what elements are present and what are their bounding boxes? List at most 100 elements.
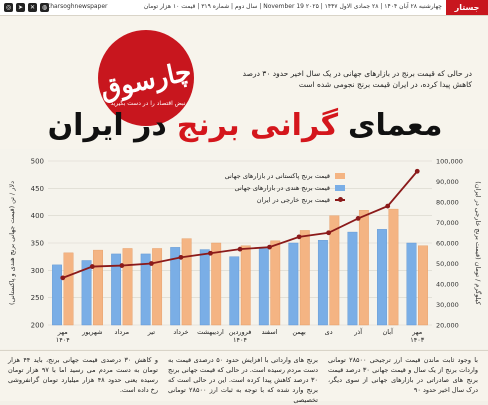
- x-tick-label: خرداد: [173, 328, 188, 336]
- legend-item-indian: قیمت برنج هندی در بازارهای جهانی: [215, 182, 345, 194]
- bar-pakistani: [152, 248, 163, 326]
- iran-price-point: [89, 264, 95, 269]
- article-column-2: برنج های وارداتی با افزایش حدود ۵۰ درصدی…: [168, 356, 318, 404]
- bar-indian: [258, 248, 269, 326]
- y-right-tick-label: 40,000: [436, 281, 459, 289]
- rice-price-chart: 200 250 300 350 400 450 500 20,000 30,000 40,000 5…: [0, 149, 488, 349]
- x-tick-label: اسفند: [262, 328, 278, 336]
- y-right-tick-label: 100,000: [436, 158, 463, 166]
- issue-dateline: چهارشنبه ۲۸ آبان ۱۴۰۴ | ۲۸ جمادی الاول ۱…: [143, 3, 442, 10]
- social-icons: ◎ ➤ ✕ ◍: [4, 3, 49, 12]
- bar-indian: [229, 256, 240, 326]
- article-body: با وجود ثابت ماندن قیمت ارز ترجیحی ۲۸۵۰۰…: [0, 350, 488, 404]
- x-tick-label: مهر: [411, 328, 422, 336]
- y-left-tick-label: 250: [31, 294, 44, 302]
- section-tag: جستار: [446, 0, 488, 15]
- logo-slogan: نبض اقتصاد را در دست بگیرید: [110, 100, 186, 107]
- y-right-tick-label: 70,000: [436, 219, 459, 227]
- iran-price-point: [326, 230, 332, 236]
- bar-pakistani: [93, 249, 103, 326]
- bar-pakistani: [181, 238, 192, 326]
- legend-swatch-pakistani: [335, 173, 345, 179]
- x-tick-label: دی: [325, 328, 333, 336]
- iran-price-point: [296, 234, 302, 240]
- legend-item-iran: قیمت برنج خارجی در ایران: [215, 194, 345, 206]
- bar-pakistani: [63, 252, 74, 326]
- newspaper-logo[interactable]: چارسوق نبض اقتصاد را در دست بگیرید: [98, 30, 194, 126]
- bar-indian: [52, 264, 62, 326]
- iran-price-point: [148, 261, 154, 266]
- page-header: چارسوق نبض اقتصاد را در دست بگیرید در حا…: [0, 16, 488, 166]
- bar-indian: [170, 247, 181, 326]
- x-tick-label-year: ۱۴۰۴: [233, 336, 247, 344]
- x-tick-label: فروردین: [229, 328, 252, 336]
- legend-item-pakistani: قیمت برنج پاکستانی در بازارهای جهانی: [215, 170, 345, 182]
- x-tick-label: آبان: [383, 327, 395, 336]
- legend-swatch-iran: [335, 197, 345, 202]
- bar-pakistani: [299, 230, 310, 326]
- bar-pakistani: [270, 240, 281, 326]
- y-right-tick-label: 80,000: [436, 199, 459, 207]
- chart-legend: قیمت برنج پاکستانی در بازارهای جهانی قیم…: [215, 170, 345, 206]
- y-left-tick-label: 400: [31, 212, 44, 220]
- x-tick-label-year: ۱۴۰۴: [56, 336, 70, 344]
- y-left-tick-label: 300: [31, 267, 44, 275]
- iran-price-point: [267, 244, 272, 250]
- instagram-icon[interactable]: ◎: [4, 3, 13, 12]
- telegram-icon[interactable]: ➤: [16, 3, 25, 12]
- bar-pakistani: [388, 208, 399, 326]
- iran-price-point: [119, 263, 125, 268]
- y-right-tick-label: 20,000: [436, 322, 459, 330]
- y-left-axis-title: دلار / تن (قیمت جهانی برنج هندی و پاکستا…: [8, 181, 16, 305]
- bar-pakistani: [329, 215, 340, 326]
- y-right-tick-label: 90,000: [436, 178, 459, 186]
- iran-price-point: [208, 250, 213, 256]
- x-tick-label: آذر: [353, 327, 363, 336]
- y-left-tick-label: 350: [31, 240, 44, 248]
- x-tick-label-year: ۱۴۰۳: [410, 336, 424, 344]
- bar-indian: [377, 229, 387, 326]
- bar-indian: [406, 242, 417, 326]
- x-icon[interactable]: ✕: [28, 3, 37, 12]
- y-left-tick-label: 500: [31, 158, 44, 166]
- y-right-tick-label: 60,000: [436, 240, 459, 248]
- top-bar: ◎ ➤ ✕ ◍ Charsoghnewspaper چهارشنبه ۲۸ آب…: [0, 0, 488, 16]
- bar-pakistani: [122, 248, 133, 326]
- iran-price-point: [355, 216, 361, 221]
- bar-indian: [347, 231, 358, 326]
- y-left-tick-label: 450: [31, 185, 44, 193]
- bar-indian: [288, 242, 299, 326]
- x-tick-label: مهر: [57, 328, 68, 336]
- lede-text: در حالی که قیمت برنج در بازارهای جهانی د…: [242, 69, 472, 89]
- bar-pakistani: [358, 210, 369, 326]
- bar-indian: [140, 253, 151, 326]
- bar-pakistani: [211, 242, 222, 326]
- legend-label-indian: قیمت برنج هندی در بازارهای جهانی: [234, 184, 330, 192]
- x-tick-label: شهریور: [81, 328, 102, 336]
- bar-pakistani: [240, 245, 251, 326]
- legend-label-pakistani: قیمت برنج پاکستانی در بازارهای جهانی: [224, 172, 330, 180]
- x-tick-label: مرداد: [115, 328, 130, 336]
- y-right-tick-label: 50,000: [436, 260, 459, 268]
- iran-price-point: [237, 246, 243, 252]
- article-column-1: با وجود ثابت ماندن قیمت ارز ترجیحی ۲۸۵۰۰…: [328, 356, 478, 394]
- iran-price-point: [178, 254, 184, 260]
- bar-indian: [111, 253, 122, 326]
- bar-indian: [199, 249, 210, 326]
- chart-svg: 200 250 300 350 400 450 500 20,000 30,000 40,000 5…: [8, 158, 482, 345]
- bar-indian: [81, 260, 92, 326]
- iran-price-point: [414, 168, 420, 174]
- article-column-3: و کاهش ۳۰ درصدی قیمت جهانی برنج، باید ۴۴…: [8, 356, 159, 394]
- headline-part-2: در ایران: [47, 108, 167, 143]
- x-tick-label: تیر: [147, 328, 156, 336]
- legend-swatch-indian: [335, 185, 345, 191]
- headline-accent: گرانی برنج: [176, 108, 339, 143]
- iran-price-point: [385, 203, 391, 209]
- bar-indian: [317, 240, 328, 326]
- web-icon[interactable]: ◍: [40, 3, 49, 12]
- y-left-tick-label: 200: [31, 322, 44, 330]
- x-tick-label: بهمن: [292, 328, 306, 336]
- iran-price-point: [60, 275, 66, 281]
- y-right-axis-title: کیلوگرم / تومان (قیمت برنج خارجی در ایرا…: [474, 181, 482, 305]
- social-handle[interactable]: Charsoghnewspaper: [46, 3, 108, 10]
